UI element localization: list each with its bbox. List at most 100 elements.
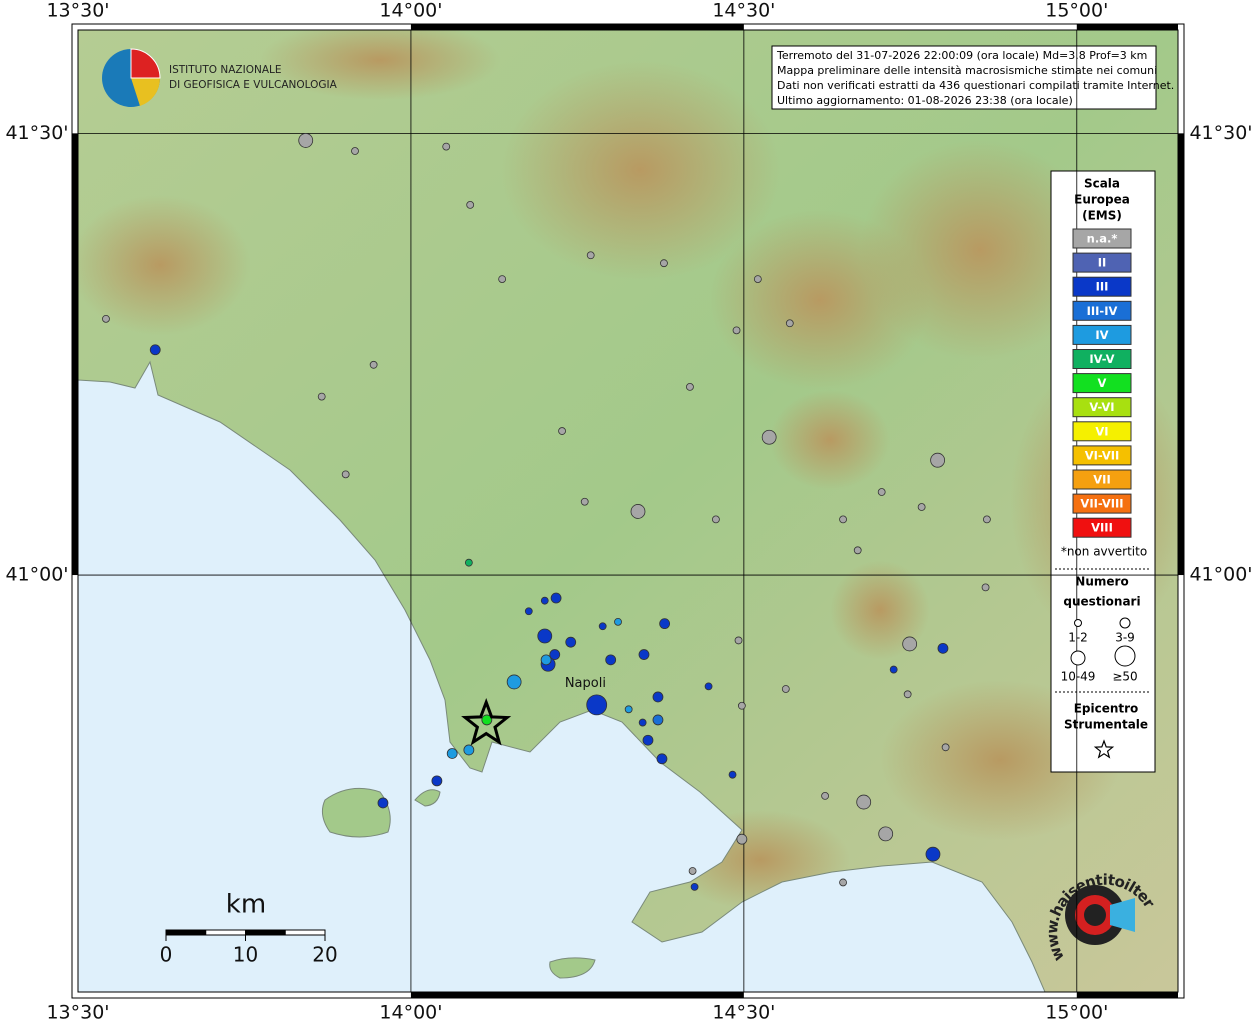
intensity-point: [605, 654, 617, 666]
size-sample: [1114, 645, 1136, 667]
intensity-point: [981, 583, 990, 592]
intensity-point: [917, 503, 926, 511]
intensity-point: [737, 701, 746, 710]
size-sample: [1070, 650, 1086, 666]
intensity-point: [549, 649, 561, 660]
intensity-point: [481, 714, 493, 726]
intensity-point: [540, 654, 552, 666]
intensity-point: [442, 142, 451, 151]
size-sample: [1074, 619, 1082, 627]
legend-swatch[interactable]: [1072, 228, 1132, 249]
scale-segment: [284, 929, 326, 936]
intensity-point: [624, 705, 633, 714]
size-label: 1-2: [1068, 631, 1088, 645]
intensity-point: [690, 882, 699, 891]
frame-band: [1076, 992, 1178, 998]
intensity-point: [642, 734, 654, 746]
legend-label: VIII: [1091, 521, 1113, 535]
epicenter: [461, 698, 512, 746]
epicenter-title: Strumentale: [1064, 718, 1148, 732]
intensity-point: [734, 636, 743, 645]
frame-band: [1076, 24, 1178, 30]
intensity-point: [941, 743, 950, 752]
size-label: 3-9: [1115, 631, 1135, 645]
scale-label: 0: [160, 943, 173, 967]
intensity-point: [446, 748, 458, 759]
logo-text: DI GEOFISICA E VULCANOLOGIA: [169, 79, 338, 91]
intensity-point: [102, 314, 110, 323]
intensity-point: [877, 488, 886, 496]
intensity-point: [902, 636, 918, 652]
intensity-point: [903, 690, 912, 699]
legend-note: *non avvertito: [1061, 545, 1147, 559]
legend-swatch[interactable]: [1072, 421, 1132, 442]
intensity-point: [853, 546, 862, 555]
logo-text: ISTITUTO NAZIONALE: [169, 64, 282, 76]
legend-label: n.a.*: [1087, 232, 1118, 246]
intensity-point: [377, 797, 389, 809]
logo: ISTITUTO NAZIONALE DI GEOFISICA E VULCAN…: [102, 48, 338, 107]
legend-title: Europea: [1074, 193, 1130, 207]
legend-swatch[interactable]: [1072, 517, 1132, 538]
y-tick-label: 41°30': [5, 122, 68, 144]
info-text: Mappa preliminare delle intensità macros…: [777, 64, 1157, 77]
intensity-point: [660, 259, 668, 268]
scale-label: 20: [312, 943, 337, 967]
intensity-point: [736, 833, 748, 845]
scale-segment: [205, 929, 246, 936]
info-text: Ultimo aggiornamento: 01-08-2026 23:38 (…: [777, 94, 1073, 107]
size-label: 10-49: [1061, 670, 1096, 684]
intensity-point: [839, 878, 847, 887]
legend-swatch[interactable]: [1072, 276, 1132, 297]
info-box: [771, 45, 1157, 110]
legend-label: IV-V: [1089, 352, 1114, 366]
intensity-point: [598, 622, 607, 631]
intensity-point: [785, 319, 794, 328]
intensity-point: [753, 275, 762, 284]
intensity-point: [369, 360, 378, 369]
intensity-point: [930, 452, 946, 468]
intensity-point: [839, 515, 847, 524]
intensity-point: [686, 382, 694, 391]
legend-label: VII-VIII: [1080, 497, 1123, 511]
scale-segment: [165, 929, 207, 936]
scale-segment: [245, 929, 286, 936]
legend-swatch[interactable]: [1072, 349, 1132, 369]
y-tick-label: 41°00': [5, 564, 68, 586]
legend-swatch[interactable]: [1072, 397, 1132, 418]
intensity-point: [688, 867, 697, 875]
intensity-point: [351, 147, 359, 155]
legend-swatch[interactable]: [1072, 493, 1132, 514]
size-title: questionari: [1063, 595, 1140, 609]
legend-swatch[interactable]: [1072, 469, 1132, 490]
intensity-point: [652, 691, 664, 703]
legend-title: (EMS): [1082, 209, 1122, 223]
intensity-point: [558, 427, 566, 435]
frame-band: [1178, 133, 1184, 576]
size-label: ≥50: [1112, 670, 1137, 684]
legend-label: VI-VII: [1085, 448, 1120, 462]
legend-swatch[interactable]: [1072, 445, 1132, 466]
size-sample: [1119, 617, 1131, 629]
intensity-point: [506, 674, 522, 690]
legend-swatch[interactable]: [1072, 373, 1132, 394]
intensity-point: [464, 558, 473, 567]
y-tick-label: 41°00': [1189, 564, 1252, 586]
x-tick-label: 15°00': [1045, 1002, 1108, 1024]
intensity-point: [149, 344, 161, 356]
legend-label: IV: [1095, 328, 1108, 342]
x-tick-label: 14°30': [712, 0, 775, 22]
intensity-point: [524, 607, 533, 616]
intensity-point: [889, 665, 898, 674]
legend-swatch[interactable]: [1072, 252, 1132, 273]
legend-label: III: [1096, 280, 1109, 294]
scale-label: 10: [233, 943, 258, 967]
x-tick-label: 14°30': [712, 1002, 775, 1024]
legend-swatch[interactable]: [1072, 324, 1132, 345]
scale-unit: km: [226, 890, 266, 920]
info-text: Dati non verificati estratti da 436 ques…: [777, 79, 1174, 92]
intensity-point: [466, 201, 475, 209]
legend-swatch[interactable]: [1072, 300, 1132, 321]
x-tick-label: 14°00': [379, 0, 442, 22]
